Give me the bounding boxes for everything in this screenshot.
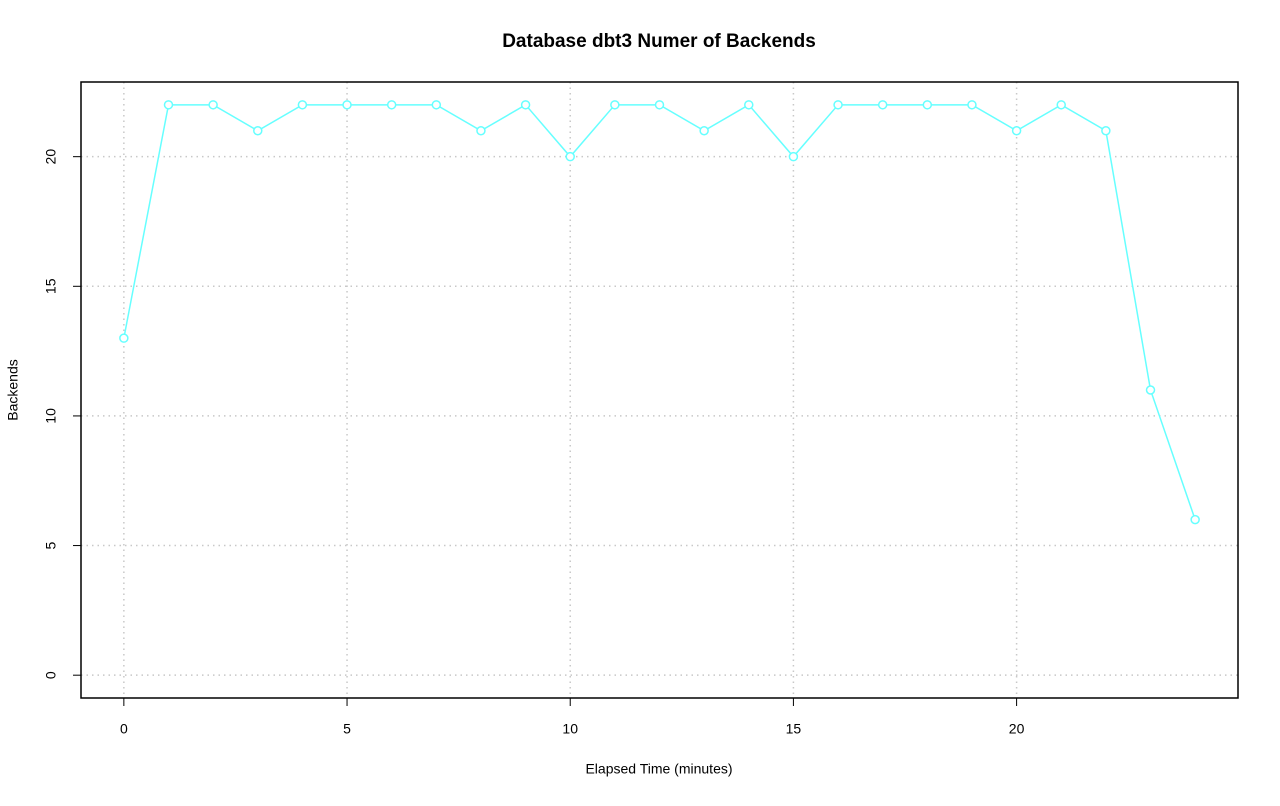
data-point [610,100,620,110]
data-point [788,151,799,162]
x-tick-label: 0 [120,721,128,737]
y-tick-label: 5 [43,541,59,549]
x-tick-label: 15 [786,721,802,737]
data-point [386,100,397,110]
data-point [253,125,263,136]
x-tick-label: 10 [562,721,578,737]
data-point [1011,125,1022,136]
data-point [967,100,977,110]
plot-frame [80,81,1239,699]
data-point [833,100,843,110]
data-point [119,333,129,343]
chart-title: Database dbt3 Numer of Backends [502,31,816,52]
data-point [520,100,531,110]
y-tick-label: 15 [43,278,59,294]
y-tick-label: 20 [43,149,59,165]
data-point [1101,125,1111,136]
y-axis-label: Backends [5,359,21,420]
data-point [431,100,442,110]
x-axis-label: Elapsed Time (minutes) [585,761,732,777]
data-point [699,125,709,136]
data-point [342,100,352,110]
data-point [922,100,933,110]
data-point [208,100,218,110]
x-tick-label: 20 [1009,721,1025,737]
data-point [1056,100,1066,110]
x-tick-label: 5 [343,721,351,737]
data-point [476,125,486,136]
data-point [297,100,308,110]
data-point [877,100,888,110]
y-tick-label: 10 [43,408,59,424]
y-tick-label: 0 [43,671,59,679]
data-point [1190,514,1200,525]
data-point [1145,385,1156,395]
data-point [163,100,174,110]
data-point [565,151,575,162]
data-point [744,100,754,110]
data-point [654,100,665,110]
